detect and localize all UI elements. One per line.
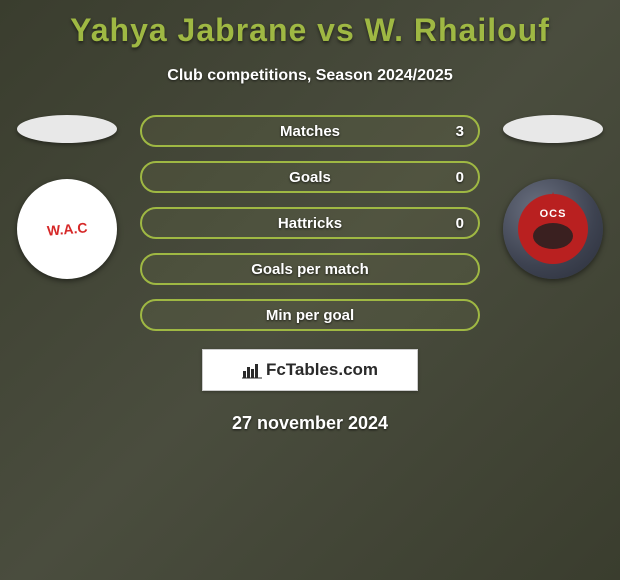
right-club-badge-text: OCS xyxy=(540,208,567,220)
stat-row-goals: Goals 0 xyxy=(140,161,480,193)
comparison-subtitle: Club competitions, Season 2024/2025 xyxy=(0,67,620,85)
stat-row-goals-per-match: Goals per match xyxy=(140,253,480,285)
left-club-badge-text: W.A.C xyxy=(46,220,88,237)
stats-column: Matches 3 Goals 0 Hattricks 0 Goals per … xyxy=(140,115,480,331)
right-player-photo-placeholder xyxy=(503,115,603,143)
left-club-badge: W.A.C xyxy=(17,179,117,279)
stat-label: Hattricks xyxy=(278,215,342,232)
stat-value-right: 3 xyxy=(456,123,464,140)
stat-row-min-per-goal: Min per goal xyxy=(140,299,480,331)
stat-value-right: 0 xyxy=(456,215,464,232)
stat-value-right: 0 xyxy=(456,169,464,186)
left-player-photo-placeholder xyxy=(17,115,117,143)
stat-label: Matches xyxy=(280,123,340,140)
stat-row-matches: Matches 3 xyxy=(140,115,480,147)
stat-label: Goals per match xyxy=(251,261,369,278)
stat-label: Goals xyxy=(289,169,331,186)
brand-attribution[interactable]: FcTables.com xyxy=(202,349,418,391)
right-club-badge-inner: OCS xyxy=(518,194,588,264)
rugby-ball-icon xyxy=(533,223,573,249)
generation-date: 27 november 2024 xyxy=(0,413,620,434)
comparison-body: W.A.C Matches 3 Goals 0 Hattricks 0 Goal… xyxy=(0,115,620,331)
comparison-title: Yahya Jabrane vs W. Rhailouf xyxy=(0,0,620,49)
bar-chart-icon xyxy=(242,361,262,379)
left-player-column: W.A.C xyxy=(12,115,122,279)
right-player-column: ★ OCS xyxy=(498,115,608,279)
stat-row-hattricks: Hattricks 0 xyxy=(140,207,480,239)
stat-label: Min per goal xyxy=(266,307,354,324)
right-club-badge: ★ OCS xyxy=(503,179,603,279)
brand-text: FcTables.com xyxy=(266,360,378,380)
